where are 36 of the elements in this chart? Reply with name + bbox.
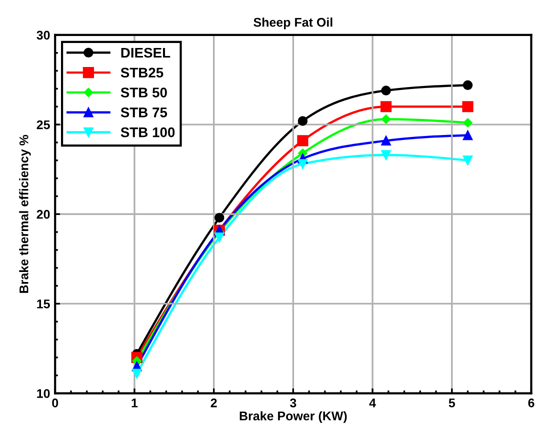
y-tick-label: 20 [36,210,50,219]
y-tick-label: 10 [37,389,50,398]
legend-label: STB 50 [120,88,167,98]
point [132,368,142,378]
x-tick-label: 4 [369,398,376,408]
point [462,156,473,166]
point [214,212,224,223]
x-tick-label: 6 [528,398,534,408]
point [381,136,391,146]
legend-label: STB25 [120,68,164,78]
x-tick-label: 1 [132,398,138,408]
legend-label: DIESEL [121,48,170,58]
point [381,86,391,96]
point [462,80,473,90]
x-tick-label: 0 [52,398,58,408]
x-tick-label: 5 [448,398,456,408]
point [463,118,472,128]
point [381,150,391,160]
point [380,101,392,112]
point [297,135,308,146]
y-axis-title: Brake thermal efficiency % [19,134,31,293]
point [381,114,391,124]
chart-title: Sheep Fat Oil [254,18,332,30]
y-tick-label: 30 [36,30,50,40]
y-tick-label: 15 [37,300,50,308]
legend-label: STB 75 [120,108,168,118]
point [298,116,308,126]
x-tick-label: 3 [290,398,296,408]
legend-label: STB 100 [120,127,175,138]
point [462,101,474,112]
y-tick-label: 25 [36,120,50,130]
point [298,159,308,169]
point [214,232,224,242]
x-axis-title: Brake Power (KW) [240,411,347,423]
x-tick-label: 2 [210,398,217,408]
point [462,130,473,140]
